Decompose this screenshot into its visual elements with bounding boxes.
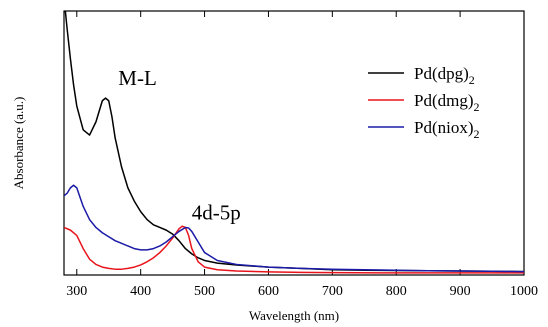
annotations: M-L 4d-5p (118, 66, 240, 225)
x-tick-label: 500 (194, 284, 215, 299)
legend-label: Pd(niox)2 (414, 118, 480, 141)
legend-label: Pd(dmg)2 (414, 91, 480, 114)
x-tick-label: 400 (130, 284, 151, 299)
x-tick-label: 700 (322, 284, 343, 299)
x-tick-label: 1000 (510, 284, 538, 299)
annotation-label: M-L (118, 66, 157, 90)
y-axis-title: Absorbance (a.u.) (11, 97, 26, 190)
x-tick-label: 900 (450, 284, 471, 299)
x-tick-label: 300 (66, 284, 87, 299)
annotation-label: 4d-5p (192, 201, 241, 225)
x-axis-ticks: 300 400 500 600 700 800 900 1000 (66, 11, 538, 299)
series-line-2 (64, 225, 524, 274)
legend-label-subscript: 2 (469, 73, 475, 87)
legend-label-subscript: 2 (474, 100, 480, 114)
plot-frame (63, 10, 525, 276)
series-layer (64, 11, 524, 274)
legend-label-main: Pd(niox) (414, 118, 474, 137)
legend-label-subscript: 2 (474, 127, 480, 141)
x-tick-label: 800 (386, 284, 407, 299)
legend: Pd(dpg)2Pd(dmg)2Pd(niox)2 (368, 64, 480, 141)
series-line-3 (64, 184, 524, 273)
legend-label: Pd(dpg)2 (414, 64, 475, 87)
x-axis-title: Wavelength (nm) (249, 308, 339, 323)
legend-label-main: Pd(dpg) (414, 64, 469, 83)
x-tick-label: 600 (258, 284, 279, 299)
legend-label-main: Pd(dmg) (414, 91, 474, 110)
